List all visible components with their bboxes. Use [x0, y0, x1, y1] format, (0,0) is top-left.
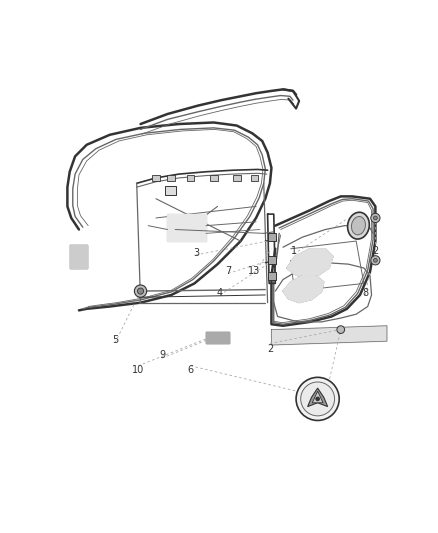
Circle shape [374, 259, 377, 262]
Text: 7: 7 [225, 266, 231, 276]
Text: 10: 10 [132, 366, 145, 375]
Text: 5: 5 [112, 335, 118, 345]
Circle shape [374, 216, 377, 220]
Bar [152, 175, 160, 181]
Polygon shape [283, 276, 324, 303]
Bar [251, 175, 258, 181]
Polygon shape [206, 332, 229, 343]
Text: 9: 9 [159, 350, 165, 360]
Text: 6: 6 [187, 366, 194, 375]
Circle shape [301, 382, 335, 416]
Bar [268, 256, 276, 264]
Bar [268, 272, 276, 280]
Bar [268, 233, 276, 241]
Ellipse shape [351, 216, 365, 235]
Text: 3: 3 [193, 248, 199, 257]
Bar [165, 185, 176, 195]
Text: 2: 2 [267, 344, 273, 354]
Ellipse shape [348, 212, 369, 239]
Circle shape [371, 256, 380, 265]
Bar [210, 175, 218, 181]
Text: 13: 13 [247, 266, 260, 276]
Circle shape [138, 288, 144, 294]
Bar [233, 175, 240, 181]
Polygon shape [307, 388, 328, 407]
Text: 4: 4 [217, 288, 223, 297]
Circle shape [337, 326, 345, 334]
Polygon shape [70, 245, 87, 268]
Text: 8: 8 [362, 288, 368, 297]
Polygon shape [287, 249, 333, 278]
Polygon shape [272, 326, 387, 345]
Circle shape [134, 285, 147, 297]
Circle shape [371, 213, 380, 223]
Polygon shape [312, 391, 323, 403]
Polygon shape [167, 214, 206, 241]
Text: 2: 2 [320, 409, 326, 419]
Circle shape [296, 377, 339, 421]
Circle shape [315, 397, 320, 401]
Text: 1: 1 [291, 246, 297, 256]
Bar [187, 175, 194, 181]
Bar [167, 175, 175, 181]
Text: 2: 2 [372, 246, 378, 256]
